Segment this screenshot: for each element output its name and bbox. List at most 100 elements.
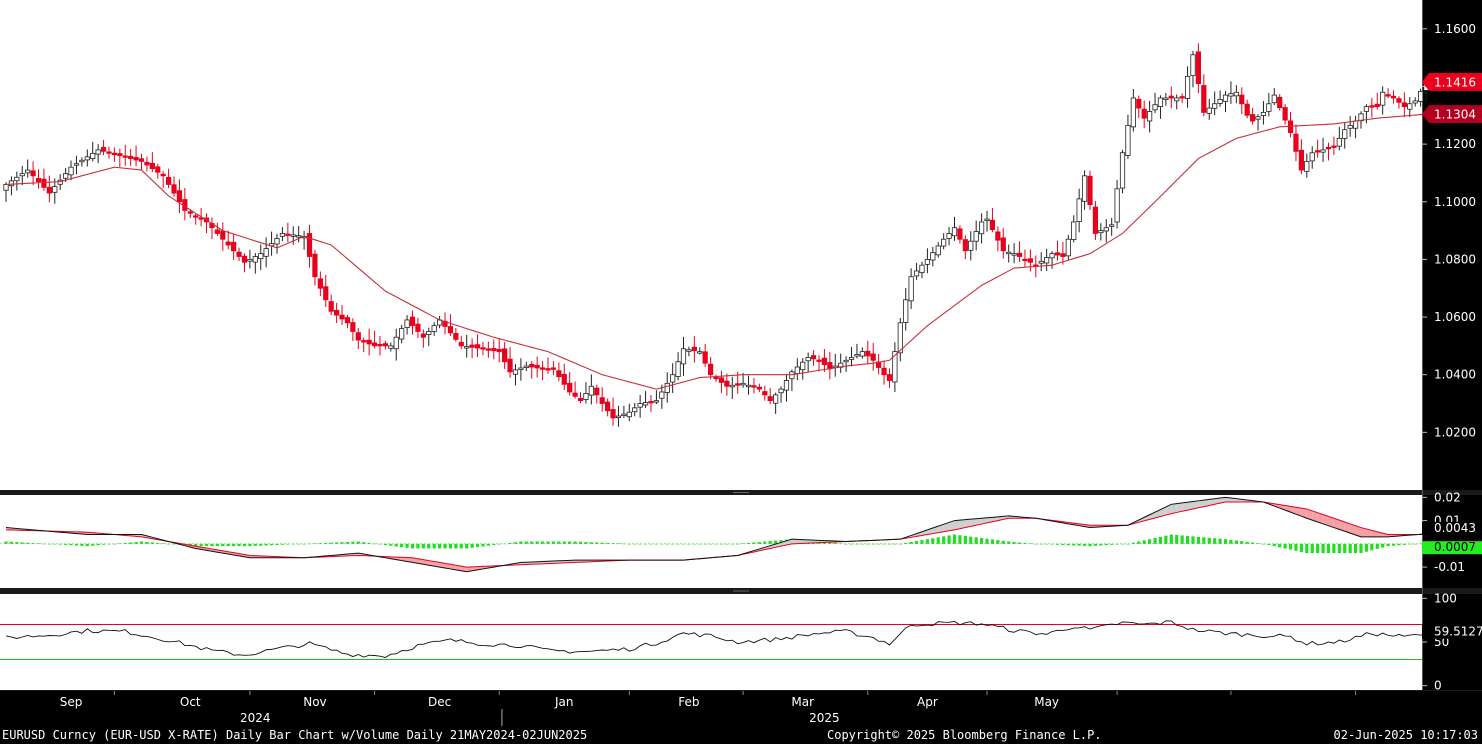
macd-fill-segment bbox=[1333, 518, 1340, 530]
macd-fill-segment bbox=[949, 520, 955, 531]
last-price-label: 1.1416 bbox=[1434, 75, 1476, 89]
candle-body bbox=[1092, 206, 1099, 234]
macd-histogram-bar bbox=[909, 541, 913, 544]
candle-body bbox=[1054, 252, 1061, 256]
candle-body bbox=[155, 166, 161, 173]
candle-body bbox=[1418, 90, 1424, 102]
candle-body bbox=[1071, 221, 1077, 240]
candle-body bbox=[810, 355, 817, 360]
moving-average-value-label-tag bbox=[1422, 105, 1482, 124]
macd-histogram-bar bbox=[85, 543, 89, 547]
macd-histogram-bar bbox=[345, 541, 350, 544]
candle-body bbox=[1385, 94, 1391, 97]
macd-fill-segment bbox=[1279, 504, 1286, 511]
macd-histogram-bar bbox=[1381, 543, 1385, 548]
candle-body bbox=[783, 380, 790, 391]
macd-histogram-bar bbox=[329, 542, 333, 544]
candle-body bbox=[821, 357, 828, 366]
candle-body bbox=[1244, 103, 1250, 116]
macd-fill-segment bbox=[1214, 498, 1221, 505]
macd-histogram-bar bbox=[833, 542, 837, 544]
candle-body bbox=[1011, 253, 1017, 256]
x-tick-label: Apr bbox=[917, 695, 938, 709]
macd-histogram-bar bbox=[882, 543, 886, 545]
candle-body bbox=[881, 367, 887, 376]
candle-body bbox=[718, 377, 725, 383]
candle-body bbox=[3, 184, 9, 191]
x-tick-label: Feb bbox=[678, 695, 699, 709]
candle-body bbox=[512, 369, 519, 375]
macd-histogram-bar bbox=[1213, 538, 1217, 544]
macd-histogram-bar bbox=[1028, 543, 1032, 544]
candle-body bbox=[1157, 97, 1164, 107]
macd-histogram-bar bbox=[1039, 543, 1043, 545]
macd-histogram-bar bbox=[324, 542, 328, 544]
candle-body bbox=[350, 322, 356, 332]
macd-histogram-bar bbox=[410, 543, 415, 549]
candle-body bbox=[1271, 94, 1277, 104]
macd-fill-segment bbox=[970, 518, 977, 527]
macd-histogram-bar bbox=[335, 542, 339, 544]
histogram-value-label: 0.0007 bbox=[1434, 540, 1476, 554]
candle-body bbox=[1222, 94, 1229, 102]
candle-body bbox=[1298, 149, 1304, 171]
macd-histogram-bar bbox=[1072, 543, 1076, 546]
macd-histogram-bar bbox=[898, 543, 902, 545]
candle-body bbox=[241, 255, 248, 263]
macd-fill-segment bbox=[1165, 504, 1172, 516]
candle-body bbox=[794, 366, 800, 374]
candle-body bbox=[1060, 253, 1066, 257]
macd-histogram-bar bbox=[194, 543, 198, 547]
candle-body bbox=[328, 301, 334, 312]
candle-body bbox=[1277, 96, 1283, 109]
candle-body bbox=[1325, 146, 1332, 150]
macd-histogram-bar bbox=[513, 542, 518, 544]
macd-histogram-bar bbox=[914, 541, 919, 544]
macd-histogram-bar bbox=[1402, 543, 1406, 545]
candle-body bbox=[588, 385, 594, 396]
macd-histogram-bar bbox=[1359, 543, 1363, 554]
candle-body bbox=[865, 350, 871, 357]
macd-histogram-bar bbox=[1207, 537, 1211, 544]
candle-body bbox=[355, 332, 361, 341]
macd-histogram-bar bbox=[546, 541, 550, 544]
macd-histogram-bar bbox=[372, 543, 377, 545]
macd-histogram-bar bbox=[1272, 543, 1276, 547]
candle-body bbox=[306, 233, 313, 257]
macd-histogram-bar bbox=[297, 543, 301, 545]
candle-body bbox=[176, 190, 183, 203]
macd-histogram-bar bbox=[969, 536, 973, 544]
macd-histogram-bar bbox=[860, 543, 864, 545]
y-tick-label: 1.0800 bbox=[1434, 252, 1476, 266]
footer-bar: EURUSD Curncy (EUR-USD X-RATE) Daily Bar… bbox=[0, 726, 1482, 744]
macd-histogram-bar bbox=[589, 542, 593, 544]
y-tick-label: 0.02 bbox=[1434, 490, 1461, 504]
macd-histogram bbox=[4, 534, 1428, 554]
macd-histogram-bar bbox=[1017, 542, 1022, 544]
candle-body bbox=[1412, 100, 1418, 104]
candle-body bbox=[1260, 112, 1267, 116]
macd-histogram-bar bbox=[475, 543, 480, 548]
rsi-line bbox=[5, 620, 1427, 658]
macd-histogram-bar bbox=[96, 543, 100, 546]
candle-body bbox=[388, 345, 394, 349]
macd-histogram-bar bbox=[1299, 543, 1303, 552]
candle-body bbox=[724, 380, 730, 387]
candle-body bbox=[73, 163, 80, 166]
candle-body bbox=[1049, 253, 1055, 259]
candle-body bbox=[1130, 97, 1136, 128]
macd-histogram-bar bbox=[1256, 543, 1260, 544]
candle-body bbox=[279, 233, 286, 237]
candle-body bbox=[79, 159, 85, 163]
candle-body bbox=[84, 156, 90, 161]
macd-histogram-bar bbox=[269, 543, 274, 546]
macd-histogram-bar bbox=[259, 543, 263, 546]
macd-histogram-bar bbox=[139, 541, 144, 544]
candle-body bbox=[1174, 97, 1180, 102]
candle-body bbox=[231, 241, 237, 252]
macd-histogram-bar bbox=[486, 543, 490, 546]
macd-fill-segment bbox=[1355, 525, 1361, 537]
candle-body bbox=[415, 323, 421, 332]
candle-body bbox=[371, 342, 378, 347]
macd-histogram-bar bbox=[58, 543, 62, 545]
